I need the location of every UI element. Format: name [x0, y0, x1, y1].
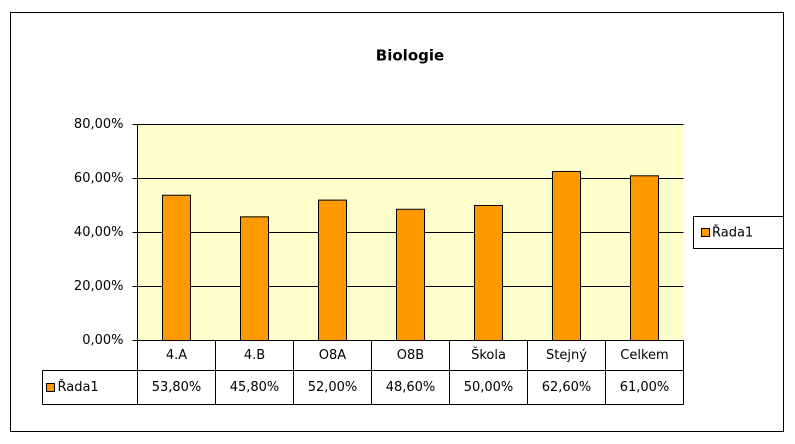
bar [162, 194, 191, 341]
x-tick-label: Škola [471, 347, 506, 363]
x-tick-label: 4.B [244, 348, 265, 363]
bar [630, 175, 659, 341]
bar [396, 208, 425, 341]
data-table-value: 45,80% [230, 380, 280, 395]
data-table-value: 48,60% [386, 380, 436, 395]
y-tick-label: 20,00% [74, 279, 124, 294]
y-tick-label: 40,00% [74, 225, 124, 240]
x-tick-label: 4.A [166, 348, 187, 363]
table-series-name: Řada1 [58, 379, 99, 395]
table-legend-key [46, 383, 55, 392]
data-table-value: 50,00% [464, 380, 514, 395]
x-tick-label: O8A [319, 348, 347, 363]
data-table-value: 53,80% [152, 380, 202, 395]
data-table-value: 52,00% [308, 380, 358, 395]
x-tick-label: O8B [397, 348, 424, 363]
chart-title: Biologie [376, 47, 444, 65]
bar [240, 216, 269, 341]
data-table-value: 62,60% [542, 380, 592, 395]
x-tick-label: Celkem [620, 348, 668, 363]
y-tick-label: 80,00% [74, 117, 124, 132]
y-tick-label: 60,00% [74, 171, 124, 186]
bar [552, 170, 581, 341]
legend-label: Řada1 [712, 225, 753, 241]
y-tick-label: 0,00% [82, 333, 123, 348]
x-tick-label: Stejný [546, 348, 587, 363]
bar [474, 205, 503, 341]
legend-key [701, 228, 710, 237]
bar [318, 199, 347, 341]
data-table-value: 61,00% [620, 380, 670, 395]
